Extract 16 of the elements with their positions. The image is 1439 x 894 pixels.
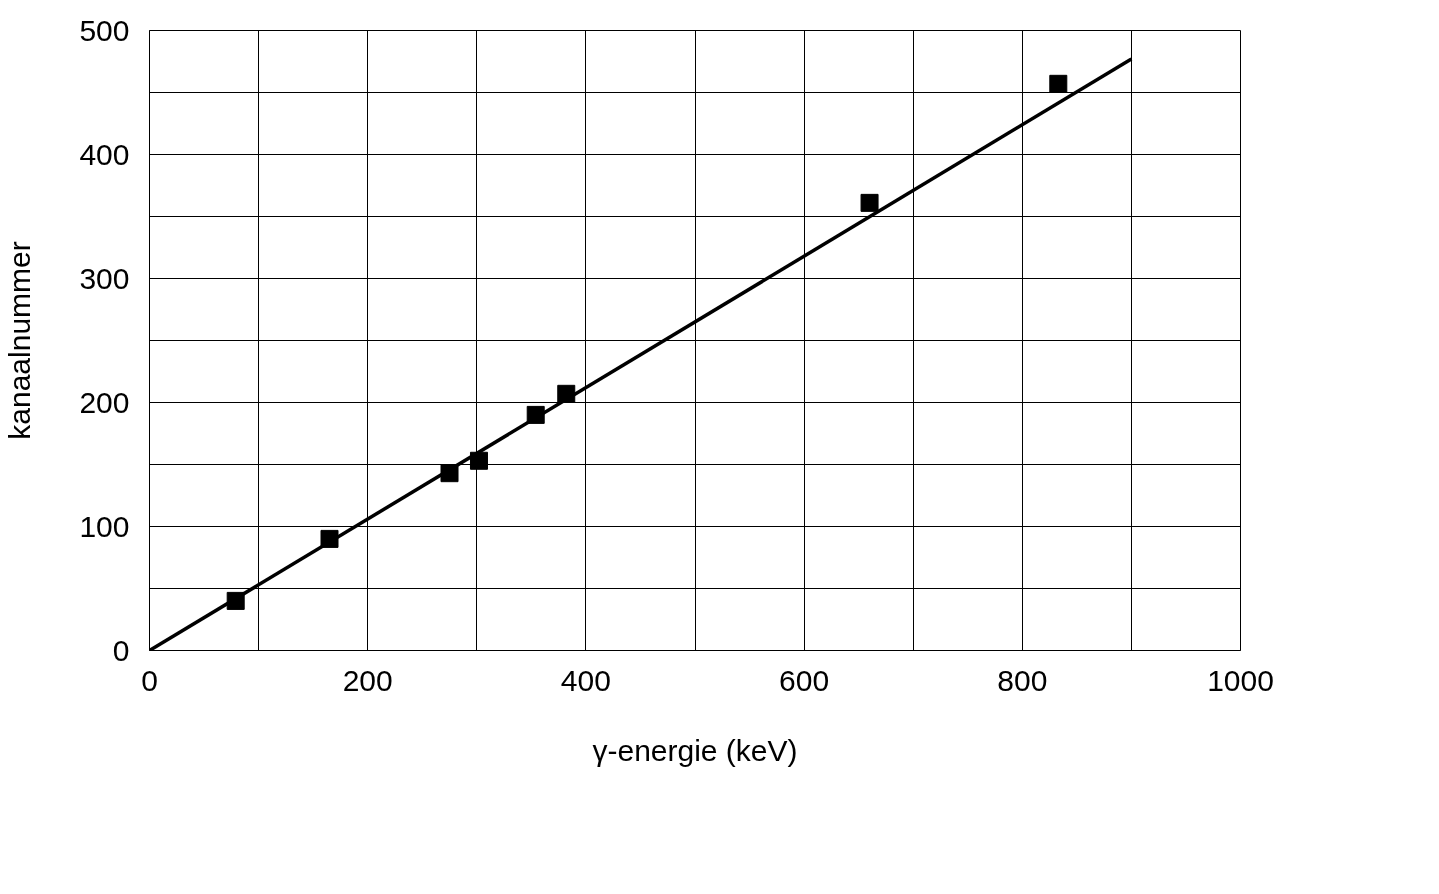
y-tick-label: 100 [79, 509, 130, 543]
point [860, 193, 879, 212]
x-tick-label: 0 [141, 663, 158, 697]
x-axis-title: γ-energie (keV) [592, 733, 798, 767]
x-tick-label: 400 [560, 663, 611, 697]
x-tick-label: 800 [997, 663, 1048, 697]
point [1049, 74, 1068, 93]
y-tick-label: 400 [79, 137, 130, 171]
x-tick-label: 600 [779, 663, 830, 697]
y-tick-label: 500 [79, 13, 130, 47]
y-axis-title: kanaalnummer [3, 241, 37, 440]
x-tick-label: 200 [342, 663, 393, 697]
x-tick-label: 1000 [1207, 663, 1274, 697]
y-tick-label: 300 [79, 261, 130, 295]
y-tick-label: 0 [112, 633, 130, 667]
y-tick-label: 200 [79, 385, 130, 419]
